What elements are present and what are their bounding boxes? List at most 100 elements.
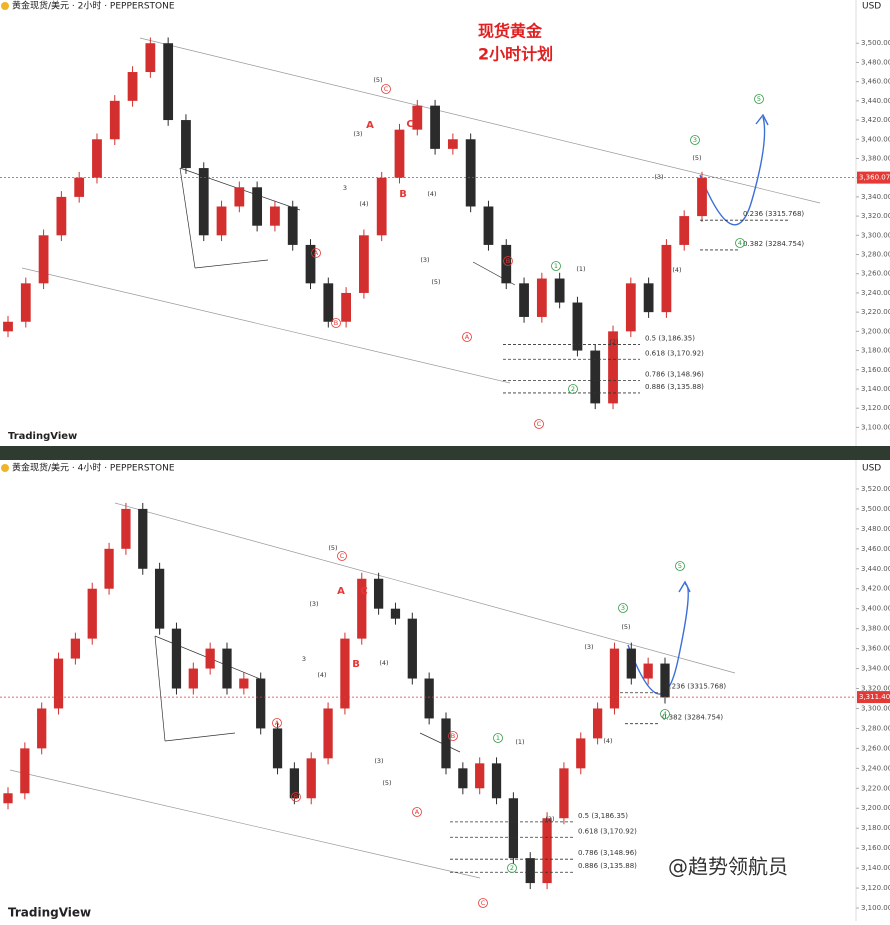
- y-tick-label: 3,400.00: [861, 135, 890, 143]
- wave-circle: [675, 561, 685, 571]
- y-tick-label: 3,460.00: [861, 78, 890, 86]
- candle-body: [430, 105, 440, 149]
- candle-body: [20, 283, 31, 322]
- wave-label: C: [340, 552, 345, 560]
- projection-path: [699, 116, 766, 226]
- symbol-icon: [1, 464, 9, 472]
- brand: TradingView: [8, 906, 91, 920]
- y-tick-label: 3,120.00: [861, 404, 890, 412]
- wave-label: (1): [515, 738, 524, 746]
- wave-label: A: [415, 808, 420, 816]
- candle-body: [323, 708, 333, 759]
- wave-circle: [311, 248, 321, 258]
- y-tick-label: 3,200.00: [861, 804, 890, 812]
- wave-circle: [507, 863, 517, 873]
- candle-body: [359, 235, 369, 293]
- candle-body: [3, 793, 13, 804]
- wave-label: (3): [309, 600, 318, 608]
- wave-label: (3): [654, 173, 663, 181]
- candle-body: [475, 763, 485, 789]
- title: 现货黄金: [478, 22, 543, 41]
- wave-circle: [331, 318, 341, 328]
- drawings: [9, 37, 821, 879]
- wave-label: 5: [678, 562, 682, 570]
- wave-circle: [618, 603, 628, 613]
- wave-label: C: [481, 899, 486, 907]
- candle-body: [373, 578, 384, 609]
- wave-label: (4): [359, 200, 368, 208]
- wave-circle: [272, 718, 282, 728]
- wave-label: 3: [693, 136, 697, 144]
- candle-body: [501, 244, 512, 284]
- y-tick-label: 3,100.00: [861, 904, 890, 912]
- candle-body: [341, 292, 351, 322]
- y-tick-label: 3,100.00: [861, 423, 890, 431]
- y-tick-label: 3,520.00: [861, 485, 890, 493]
- channel-line: [21, 267, 511, 384]
- y-tick-label: 3,240.00: [861, 764, 890, 772]
- candle-body: [289, 768, 300, 799]
- candle-body: [465, 139, 476, 207]
- candle-body: [87, 588, 97, 639]
- wave-label: A: [337, 586, 345, 597]
- candle-body: [626, 648, 636, 679]
- wave-circle: [448, 731, 458, 741]
- candle-body: [609, 648, 620, 709]
- wave-label: (3): [353, 130, 362, 138]
- candle-body: [216, 206, 227, 236]
- candle-body: [205, 648, 215, 669]
- y-tick-label: 3,380.00: [861, 625, 890, 633]
- candle-body: [181, 120, 191, 169]
- fib-label: 0.618 (3,170.92): [578, 827, 637, 835]
- candle-body: [536, 278, 547, 317]
- y-tick-label: 3,280.00: [861, 724, 890, 732]
- wave-label: A: [314, 249, 319, 257]
- wave-label: C: [384, 85, 389, 93]
- candle-body: [306, 758, 316, 799]
- candle-body: [3, 321, 13, 332]
- candle-body: [340, 638, 350, 709]
- candle-body: [121, 508, 131, 549]
- candle-body: [441, 718, 451, 769]
- wave-label: (4): [317, 671, 326, 679]
- candle-body: [394, 129, 405, 178]
- wave-label: 2: [571, 385, 575, 393]
- wave-label: C: [537, 420, 542, 428]
- wave-label: 1: [496, 734, 500, 742]
- candle-body: [483, 206, 494, 245]
- candle-body: [572, 302, 583, 351]
- wave-circle: [478, 898, 488, 908]
- wave-circle: [493, 733, 503, 743]
- candle-body: [643, 283, 654, 313]
- fib-label: 0.786 (3,148.96): [645, 370, 704, 378]
- wave-circle: [462, 332, 472, 342]
- wave-label: B: [334, 319, 338, 327]
- candle-body: [287, 206, 298, 245]
- candle-body: [660, 663, 670, 698]
- candle-body: [407, 618, 417, 679]
- candle-body: [163, 43, 174, 121]
- wave-label: 3: [302, 655, 306, 663]
- wave-label: C: [406, 119, 413, 130]
- triangle-line: [154, 635, 166, 742]
- y-tick-label: 3,140.00: [861, 864, 890, 872]
- y-tick-label: 3,460.00: [861, 545, 890, 553]
- wave-label: B: [506, 257, 510, 265]
- wave-label: B: [399, 189, 407, 200]
- candle-body: [252, 187, 263, 226]
- fib-label: 0.886 (3,135.88): [578, 862, 637, 870]
- wave-label: B: [352, 659, 360, 670]
- wave-label: 4: [663, 710, 667, 718]
- wave-circle: [381, 84, 391, 94]
- candle-body: [625, 283, 636, 332]
- wave-circle: [690, 135, 700, 145]
- triangle-line: [194, 259, 269, 269]
- wave-circle: [503, 256, 513, 266]
- candle-body: [357, 578, 367, 639]
- candle-body: [679, 216, 690, 245]
- fib-label: 0.5 (3,186.35): [645, 334, 695, 342]
- y-tick-label: 3,220.00: [861, 784, 890, 792]
- candle-body: [256, 678, 266, 729]
- y-tick-label: 3,260.00: [861, 744, 890, 752]
- candle-body: [20, 748, 30, 794]
